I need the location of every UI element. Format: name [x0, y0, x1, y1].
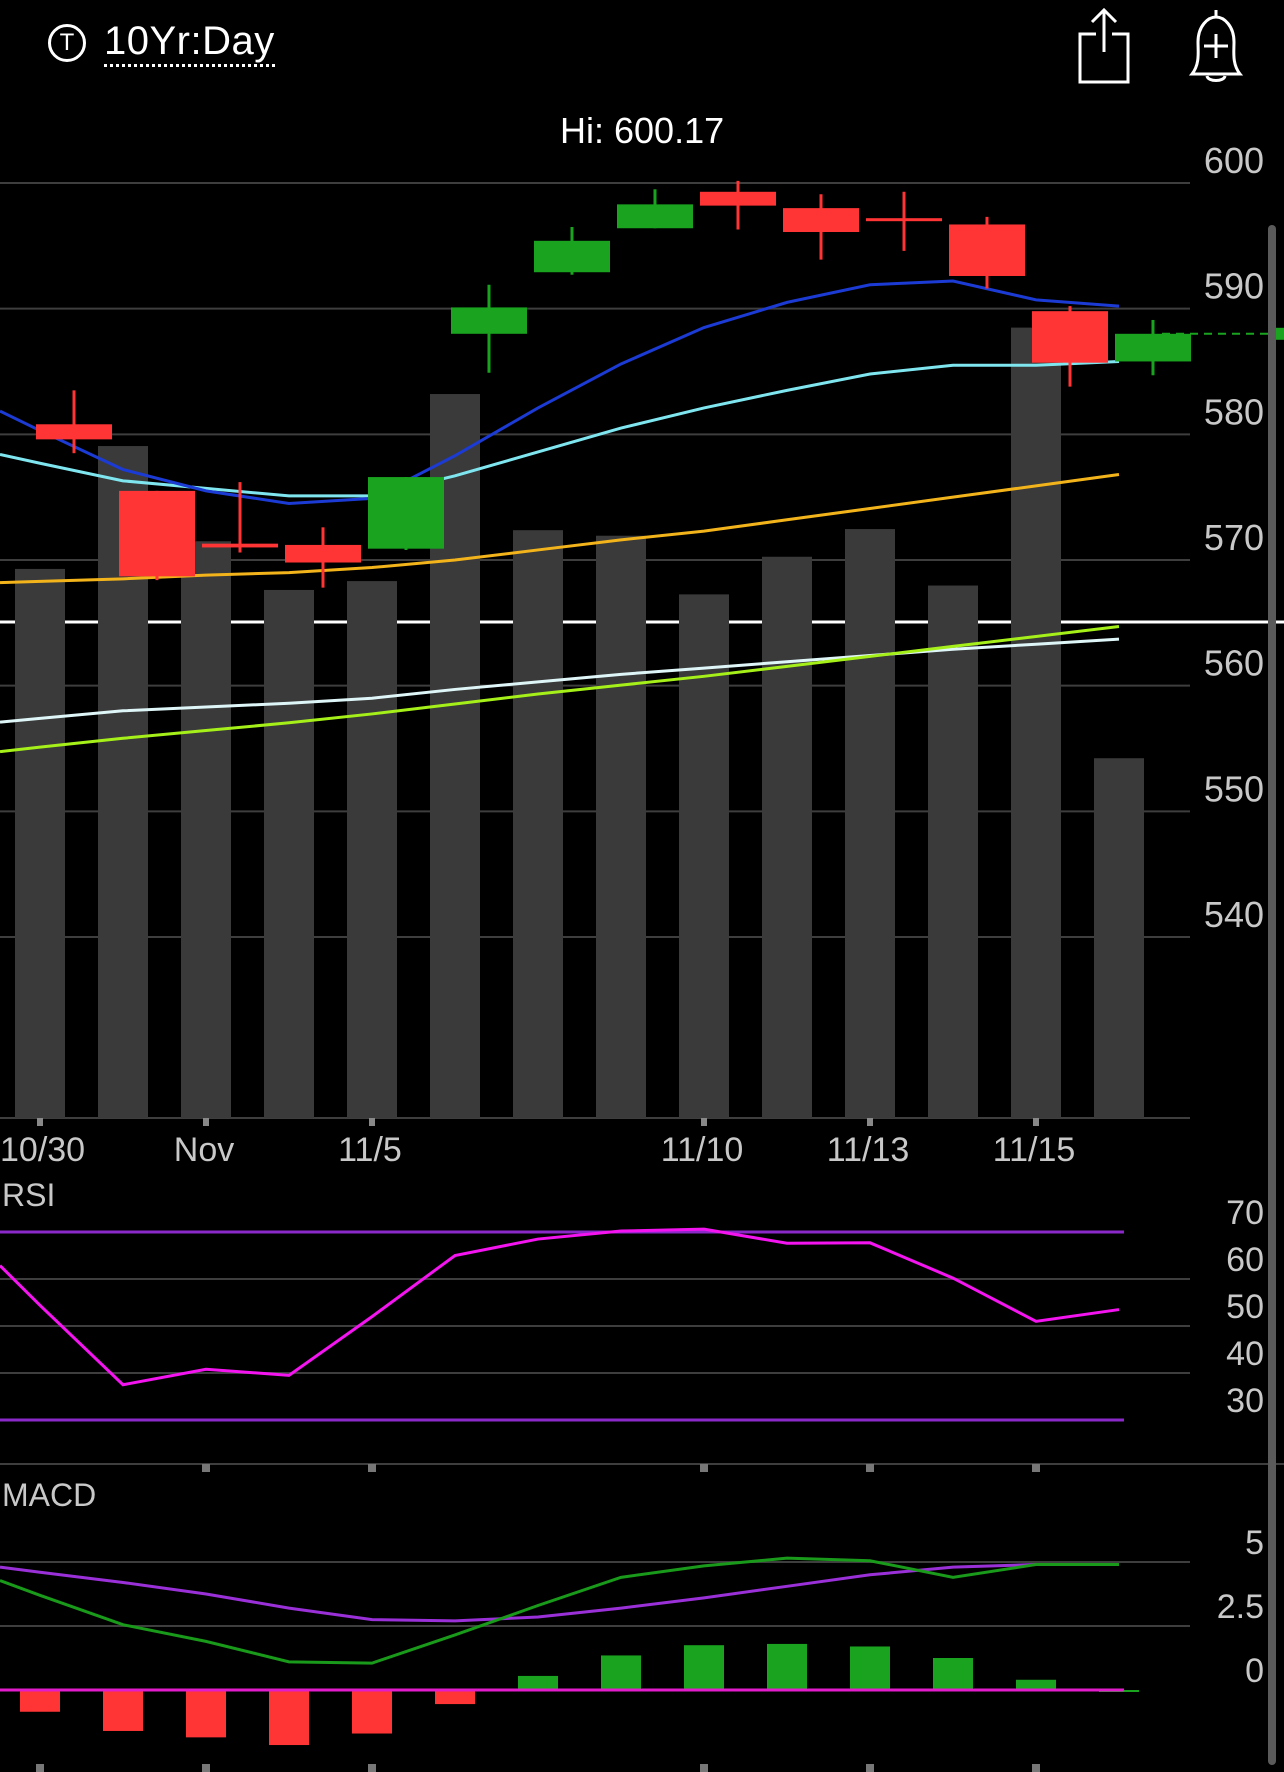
candle-body — [285, 544, 361, 563]
volume-bar — [845, 529, 895, 1118]
bell-plus-icon[interactable] — [1176, 4, 1256, 86]
y-tick-label: 600 — [1204, 140, 1264, 181]
ma-short-line — [0, 279, 1120, 505]
x-tick-mark — [1033, 1118, 1039, 1126]
volume-bar — [928, 585, 978, 1118]
macd-histogram-bar — [186, 1690, 226, 1738]
x-tick-mark — [700, 1764, 708, 1772]
symbol-icon[interactable]: T — [48, 24, 86, 62]
volume-bar — [347, 581, 397, 1118]
macd-tick-label: 0 — [1245, 1652, 1264, 1690]
ma-mid-line — [0, 359, 1120, 498]
macd-histogram-bar — [1016, 1679, 1056, 1690]
x-tick-mark — [203, 1118, 209, 1126]
x-tick-mark — [867, 1118, 873, 1126]
candle-body — [119, 490, 195, 577]
candle-body — [451, 307, 527, 334]
y-tick-label: 590 — [1204, 266, 1264, 307]
x-tick-label: 11/15 — [993, 1131, 1076, 1169]
macd-histogram-bar — [20, 1690, 60, 1712]
x-tick-mark — [202, 1764, 210, 1772]
x-tick-mark — [1032, 1464, 1040, 1472]
macd-histogram-bar — [435, 1690, 475, 1705]
candle-body — [783, 208, 859, 233]
x-tick-label: 11/5 — [338, 1131, 402, 1169]
volume-bar — [1011, 327, 1061, 1118]
candle-body — [866, 218, 942, 222]
volume-average-line — [0, 625, 1120, 754]
x-tick-label: 11/13 — [827, 1131, 910, 1169]
share-icon[interactable] — [1064, 4, 1144, 86]
candle-body — [534, 240, 610, 273]
macd-histogram-bar — [684, 1645, 724, 1690]
volume-bar — [762, 556, 812, 1118]
candle-body — [617, 204, 693, 229]
candle-body — [1032, 311, 1108, 363]
y-tick-label: 540 — [1204, 894, 1264, 935]
ma-200-line — [0, 637, 1120, 724]
volume-bar — [264, 589, 314, 1118]
macd-tick-label: 2.5 — [1217, 1588, 1264, 1626]
macd-histogram-bar — [767, 1643, 807, 1690]
timeframe-selector[interactable]: 10Yr:Day — [104, 18, 275, 67]
candle-body — [36, 424, 112, 440]
top-bar: T 10Yr:Day — [0, 0, 1284, 100]
macd-histogram-bar — [103, 1690, 143, 1731]
x-tick-mark — [368, 1464, 376, 1472]
candle-body — [1115, 333, 1191, 362]
x-tick-label: 10/30 — [0, 1131, 85, 1169]
volume-bar — [679, 594, 729, 1118]
x-tick-mark — [202, 1464, 210, 1472]
x-tick-mark — [866, 1464, 874, 1472]
macd-histogram-bar — [601, 1655, 641, 1690]
x-tick-mark — [866, 1764, 874, 1772]
y-tick-label: 550 — [1204, 768, 1264, 809]
rsi-line — [0, 1227, 1120, 1387]
volume-bar — [181, 541, 231, 1118]
rsi-tick-label: 40 — [1226, 1335, 1264, 1373]
macd-histogram-bar — [850, 1646, 890, 1690]
volume-bar — [513, 530, 563, 1118]
macd-tick-label: 5 — [1245, 1524, 1264, 1562]
rsi-tick-label: 50 — [1226, 1288, 1264, 1326]
candle-body — [202, 543, 278, 548]
scrollbar — [1268, 225, 1276, 1765]
x-tick-mark — [36, 1764, 44, 1772]
x-tick-label: 11/10 — [661, 1131, 744, 1169]
x-tick-mark — [701, 1118, 707, 1126]
macd-histogram-bar — [933, 1658, 973, 1690]
volume-bar — [15, 568, 65, 1118]
macd-title: MACD — [2, 1477, 96, 1513]
y-tick-label: 580 — [1204, 391, 1264, 432]
x-tick-mark — [369, 1118, 375, 1126]
ma-long-line — [0, 473, 1120, 585]
volume-bar — [596, 535, 646, 1118]
rsi-title: RSI — [2, 1177, 55, 1213]
macd-signal-line — [0, 1563, 1119, 1623]
x-tick-mark — [1032, 1764, 1040, 1772]
candle-body — [368, 477, 444, 549]
rsi-tick-label: 70 — [1226, 1194, 1264, 1232]
y-tick-label: 560 — [1204, 643, 1264, 684]
macd-histogram-bar — [269, 1690, 309, 1746]
macd-histogram-bar — [352, 1690, 392, 1734]
macd-histogram-bar — [518, 1675, 558, 1690]
x-tick-mark — [700, 1464, 708, 1472]
candle-body — [949, 224, 1025, 276]
candle-body — [700, 191, 776, 206]
x-tick-label: Nov — [174, 1131, 234, 1169]
high-price-label: Hi: 600.17 — [560, 110, 725, 151]
macd-line — [0, 1556, 1119, 1665]
x-tick-mark — [37, 1118, 43, 1126]
x-tick-mark — [368, 1764, 376, 1772]
rsi-tick-label: 60 — [1226, 1241, 1264, 1279]
volume-bar — [1094, 758, 1144, 1118]
y-tick-label: 570 — [1204, 517, 1264, 558]
rsi-tick-label: 30 — [1226, 1382, 1264, 1420]
